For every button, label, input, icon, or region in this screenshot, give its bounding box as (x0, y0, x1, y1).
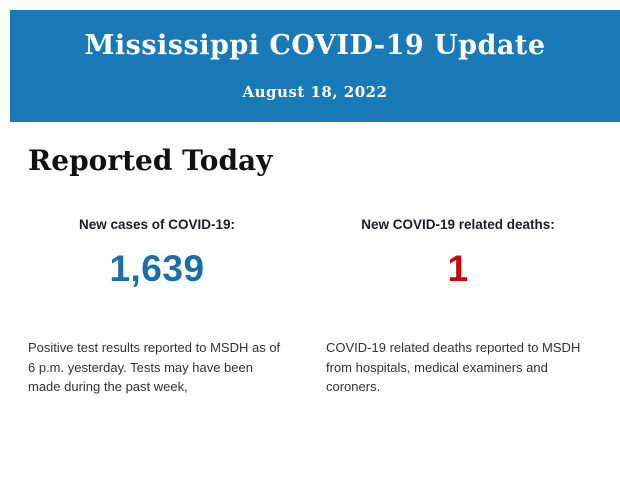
header-date: August 18, 2022 (242, 83, 388, 101)
deaths-value: 1 (447, 248, 469, 289)
cases-value: 1,639 (109, 248, 205, 289)
covid-update-graphic: Mississippi COVID-19 Update August 18, 2… (0, 10, 620, 483)
stat-deaths: New COVID-19 related deaths: 1 COVID-19 … (310, 217, 620, 397)
section-title: Reported Today (28, 144, 273, 177)
stats-row: New cases of COVID-19: 1,639 Positive te… (0, 217, 620, 397)
cases-label: New cases of COVID-19: (78, 217, 236, 232)
page-title: Mississippi COVID-19 Update (84, 30, 546, 61)
header-band: Mississippi COVID-19 Update August 18, 2… (10, 10, 620, 122)
deaths-label: New COVID-19 related deaths: (361, 217, 555, 232)
deaths-description: COVID-19 related deaths reported to MSDH… (326, 340, 581, 394)
stat-cases: New cases of COVID-19: 1,639 Positive te… (0, 217, 310, 397)
cases-description: Positive test results reported to MSDH a… (28, 340, 281, 394)
